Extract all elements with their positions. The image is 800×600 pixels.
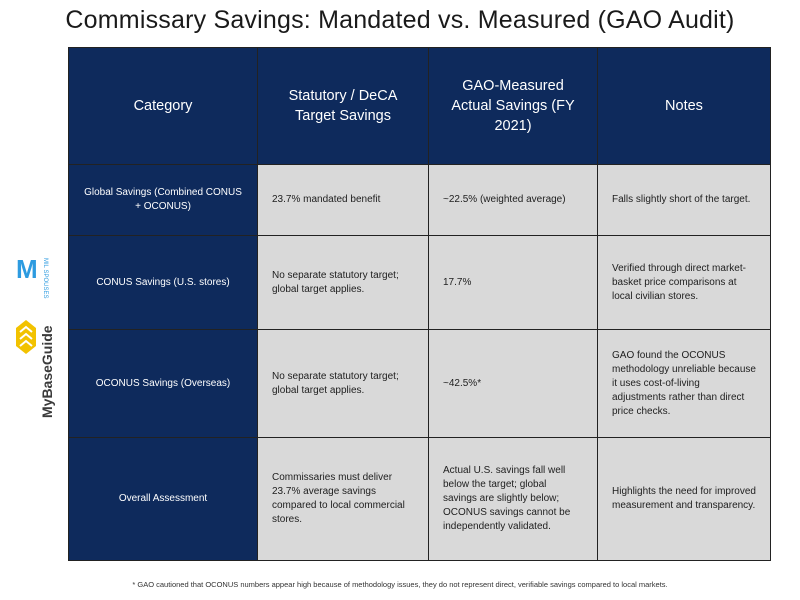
row-target: Commissaries must deliver 23.7% average …: [257, 437, 429, 561]
brand-logos: M MIL SPOUSES MyBaseGuide: [14, 254, 55, 418]
header-measured: GAO-Measured Actual Savings (FY 2021): [428, 47, 598, 165]
milspouses-text: MIL SPOUSES: [42, 258, 48, 298]
table-row: Global Savings (Combined CONUS + OCONUS)…: [68, 164, 771, 236]
row-measured: ~42.5%*: [428, 329, 598, 438]
footnote: * GAO cautioned that OCONUS numbers appe…: [132, 580, 668, 589]
mybaseguide-badge-icon: [16, 320, 36, 354]
logo-column: M MIL SPOUSES MyBaseGuide: [8, 250, 58, 430]
row-target: No separate statutory target; global tar…: [257, 235, 429, 330]
table-row: OCONUS Savings (Overseas) No separate st…: [68, 329, 771, 438]
mybaseguide-text: MyBaseGuide: [39, 325, 55, 418]
row-category: Global Savings (Combined CONUS + OCONUS): [68, 164, 258, 236]
row-measured: Actual U.S. savings fall well below the …: [428, 437, 598, 561]
table-row: Overall Assessment Commissaries must del…: [68, 437, 771, 561]
row-target: No separate statutory target; global tar…: [257, 329, 429, 438]
row-measured: ~22.5% (weighted average): [428, 164, 598, 236]
header-target: Statutory / DeCA Target Savings: [257, 47, 429, 165]
mybaseguide-logo: MyBaseGuide: [16, 320, 55, 418]
row-category: OCONUS Savings (Overseas): [68, 329, 258, 438]
row-target: 23.7% mandated benefit: [257, 164, 429, 236]
milspouses-letter: M: [16, 254, 38, 284]
table-row: CONUS Savings (U.S. stores) No separate …: [68, 235, 771, 330]
row-notes: GAO found the OCONUS methodology unrelia…: [597, 329, 771, 438]
row-category: Overall Assessment: [68, 437, 258, 561]
row-notes: Verified through direct market-basket pr…: [597, 235, 771, 330]
page-title: Commissary Savings: Mandated vs. Measure…: [65, 6, 735, 34]
row-category: CONUS Savings (U.S. stores): [68, 235, 258, 330]
header-notes: Notes: [597, 47, 771, 165]
row-measured: 17.7%: [428, 235, 598, 330]
row-notes: Falls slightly short of the target.: [597, 164, 771, 236]
savings-table: Category Statutory / DeCA Target Savings…: [68, 47, 771, 561]
row-notes: Highlights the need for improved measure…: [597, 437, 771, 561]
header-row: Category Statutory / DeCA Target Savings…: [68, 47, 771, 165]
header-category: Category: [68, 47, 258, 165]
milspouses-logo: M MIL SPOUSES: [14, 254, 48, 298]
